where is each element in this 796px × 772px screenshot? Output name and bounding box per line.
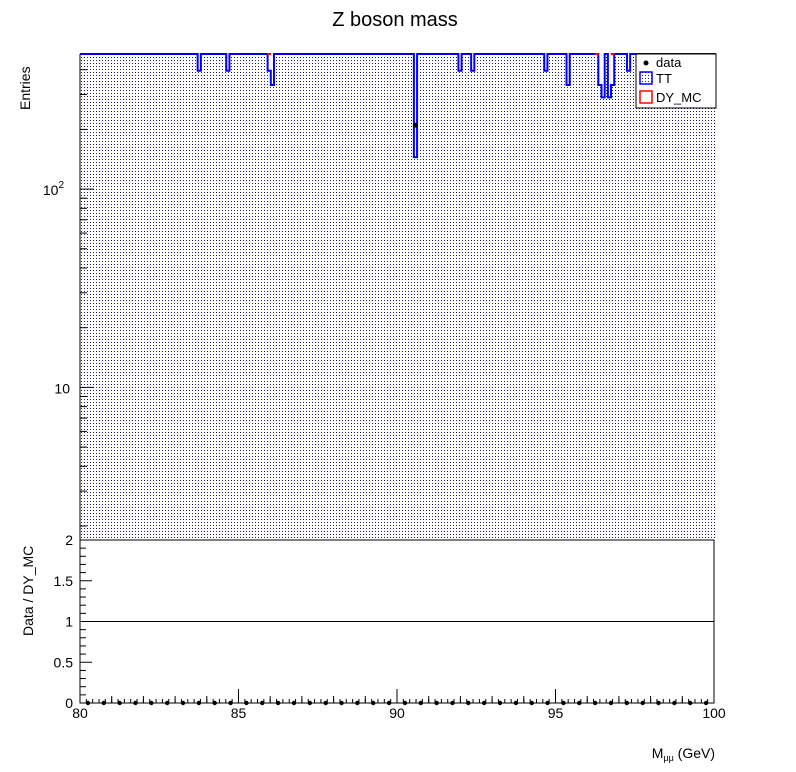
legend-dy-swatch: [639, 90, 653, 104]
main-y-tick-exponent: 2: [58, 180, 64, 191]
ratio-point: [180, 700, 186, 706]
ratio-point: [117, 700, 122, 706]
ratio-point: [371, 700, 376, 706]
legend: data TT DY_MC: [635, 53, 717, 109]
ratio-point: [260, 700, 265, 706]
ratio-point: [672, 700, 677, 706]
ratio-point: [339, 700, 344, 706]
ratio-point: [529, 700, 534, 706]
ratio-point: [164, 700, 170, 706]
ratio-point: [307, 700, 313, 706]
ratio-point: [101, 700, 106, 706]
chart-title: Z boson mass: [332, 9, 458, 31]
ratio-point: [703, 700, 709, 706]
ratio-point: [450, 700, 455, 706]
legend-data-marker: [643, 60, 649, 66]
ratio-plot-area: 0 0.5 1 1.5 2 80 85 90 95 100: [54, 532, 726, 721]
data-point: [412, 122, 418, 128]
legend-label-dy-mc: DY_MC: [656, 90, 702, 105]
ratio-point: [228, 700, 233, 706]
ratio-point: [561, 700, 566, 706]
ratio-point: [291, 700, 297, 706]
ratio-point: [149, 700, 154, 706]
ratio-y-tick-label: 1: [65, 614, 73, 630]
ratio-point: [434, 700, 439, 706]
ratio-point: [196, 700, 202, 706]
ratio-point: [275, 700, 281, 706]
main-y-tick-label: 102: [43, 180, 65, 198]
ratio-point: [545, 700, 550, 706]
tt-histogram-fill: [80, 54, 716, 540]
x-label-main: M: [652, 745, 664, 761]
x-tick-label: 85: [231, 705, 247, 721]
ratio-point: [624, 700, 630, 706]
ratio-point: [133, 700, 138, 706]
x-tick-label: 95: [548, 705, 564, 721]
legend-label-data: data: [656, 55, 682, 70]
legend-tt-swatch: [639, 71, 653, 85]
main-plot-area: 10 102: [43, 53, 716, 540]
ratio-point: [402, 700, 408, 706]
x-label-subscript: μμ: [663, 753, 673, 763]
ratio-point: [592, 700, 598, 706]
x-label-unit: (GeV): [674, 745, 715, 761]
ratio-x-axis-label: Mμμ (GeV): [652, 745, 715, 763]
ratio-point: [466, 700, 471, 706]
ratio-point: [497, 700, 503, 706]
ratio-y-axis-label: Data / DY_MC: [20, 546, 36, 636]
ratio-point: [577, 700, 582, 706]
main-y-tick-label: 10: [54, 380, 70, 396]
tt-histogram-outline: [80, 53, 716, 159]
ratio-point: [323, 700, 328, 706]
legend-label-tt: TT: [656, 71, 672, 86]
x-tick-label: 90: [389, 705, 405, 721]
ratio-y-tick-label: 0.5: [54, 654, 74, 670]
ratio-point: [656, 700, 661, 706]
ratio-point: [481, 700, 487, 706]
x-tick-label: 80: [72, 705, 88, 721]
ratio-point: [244, 700, 249, 706]
ratio-y-tick-label: 0: [65, 695, 73, 711]
ratio-point: [640, 700, 645, 706]
x-tick-label: 100: [702, 705, 726, 721]
ratio-point: [608, 700, 614, 706]
ratio-point: [212, 700, 217, 706]
ratio-y-tick-label: 2: [65, 532, 73, 548]
ratio-y-tick-label: 1.5: [54, 573, 74, 589]
ratio-point: [85, 700, 91, 706]
ratio-point: [418, 700, 423, 706]
ratio-point: [688, 700, 693, 706]
main-y-axis-label: Entries: [17, 66, 33, 110]
ratio-point: [386, 700, 392, 706]
ratio-point: [513, 700, 519, 706]
ratio-point: [355, 700, 360, 706]
